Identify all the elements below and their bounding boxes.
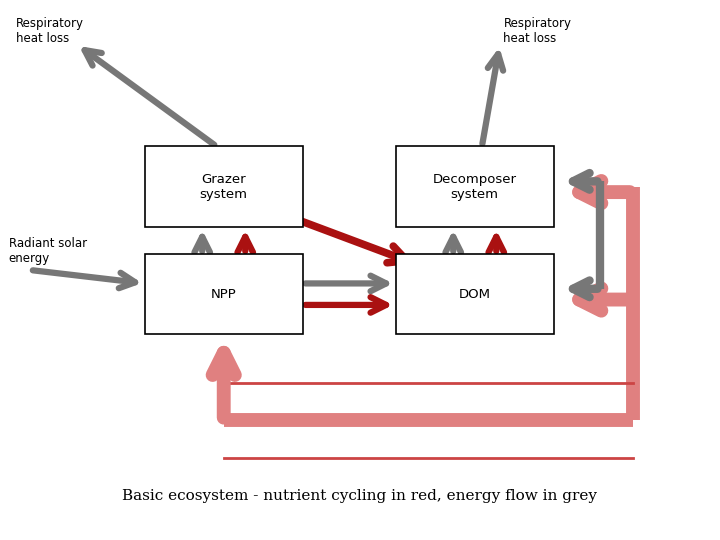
Text: Grazer
system: Grazer system bbox=[199, 173, 248, 201]
Text: Radiant solar
energy: Radiant solar energy bbox=[9, 237, 86, 265]
Text: NPP: NPP bbox=[211, 288, 237, 301]
Text: Respiratory
heat loss: Respiratory heat loss bbox=[16, 17, 84, 45]
Text: Basic ecosystem - nutrient cycling in red, energy flow in grey: Basic ecosystem - nutrient cycling in re… bbox=[122, 489, 598, 503]
FancyBboxPatch shape bbox=[145, 146, 302, 227]
Text: Decomposer
system: Decomposer system bbox=[433, 173, 517, 201]
FancyBboxPatch shape bbox=[145, 254, 302, 334]
Text: DOM: DOM bbox=[459, 288, 491, 301]
FancyBboxPatch shape bbox=[396, 146, 554, 227]
FancyBboxPatch shape bbox=[396, 254, 554, 334]
Text: Respiratory
heat loss: Respiratory heat loss bbox=[503, 17, 572, 45]
